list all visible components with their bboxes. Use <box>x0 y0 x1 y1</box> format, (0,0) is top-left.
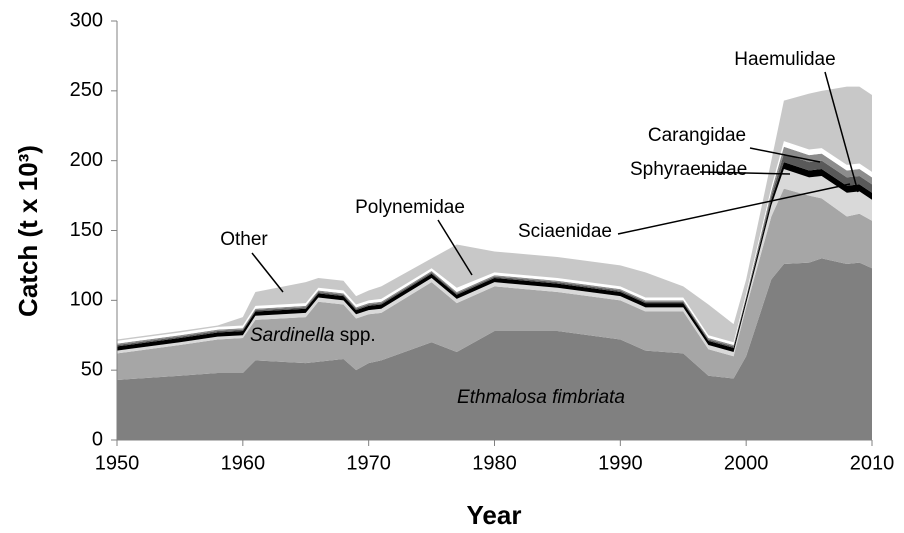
y-axis-title: Catch (t x 10³) <box>13 145 43 317</box>
x-tick-label: 1960 <box>221 452 266 474</box>
series-label: Sardinella spp. <box>250 325 376 346</box>
area <box>117 86 872 343</box>
annotation-line <box>749 147 821 163</box>
annotation-line <box>251 252 284 293</box>
annotation-line <box>699 171 791 175</box>
x-tick-label: 1950 <box>95 452 140 474</box>
x-tick-label: 1980 <box>472 452 517 474</box>
y-tick-label: 0 <box>92 428 103 450</box>
series-label: Haemulidae <box>734 49 835 70</box>
area <box>117 258 872 440</box>
annotation-line <box>437 219 473 276</box>
y-tick-label: 200 <box>70 149 103 171</box>
y-tick-label: 100 <box>70 289 103 311</box>
annotation-line <box>617 183 851 235</box>
area <box>117 169 872 357</box>
annotation-line <box>824 71 859 193</box>
x-tick-label: 2000 <box>724 452 769 474</box>
y-tick-label: 300 <box>70 9 103 31</box>
y-tick-label: 150 <box>70 219 103 241</box>
series-label: Sciaenidae <box>518 221 612 242</box>
series-label: Other <box>220 229 268 250</box>
series-label: Ethmalosa fimbriata <box>457 387 625 408</box>
area <box>117 188 872 380</box>
area <box>117 162 872 353</box>
series-label: Sphyraenidae <box>630 159 747 180</box>
series-label: Carangidae <box>648 125 746 146</box>
x-axis-title: Year <box>467 500 522 530</box>
series-label: Polynemidae <box>355 197 465 218</box>
y-tick-label: 250 <box>70 79 103 101</box>
y-tick-label: 50 <box>81 358 103 380</box>
x-tick-label: 2010 <box>850 452 895 474</box>
x-tick-label: 1990 <box>598 452 643 474</box>
x-tick-label: 1970 <box>346 452 391 474</box>
areas <box>117 86 872 440</box>
